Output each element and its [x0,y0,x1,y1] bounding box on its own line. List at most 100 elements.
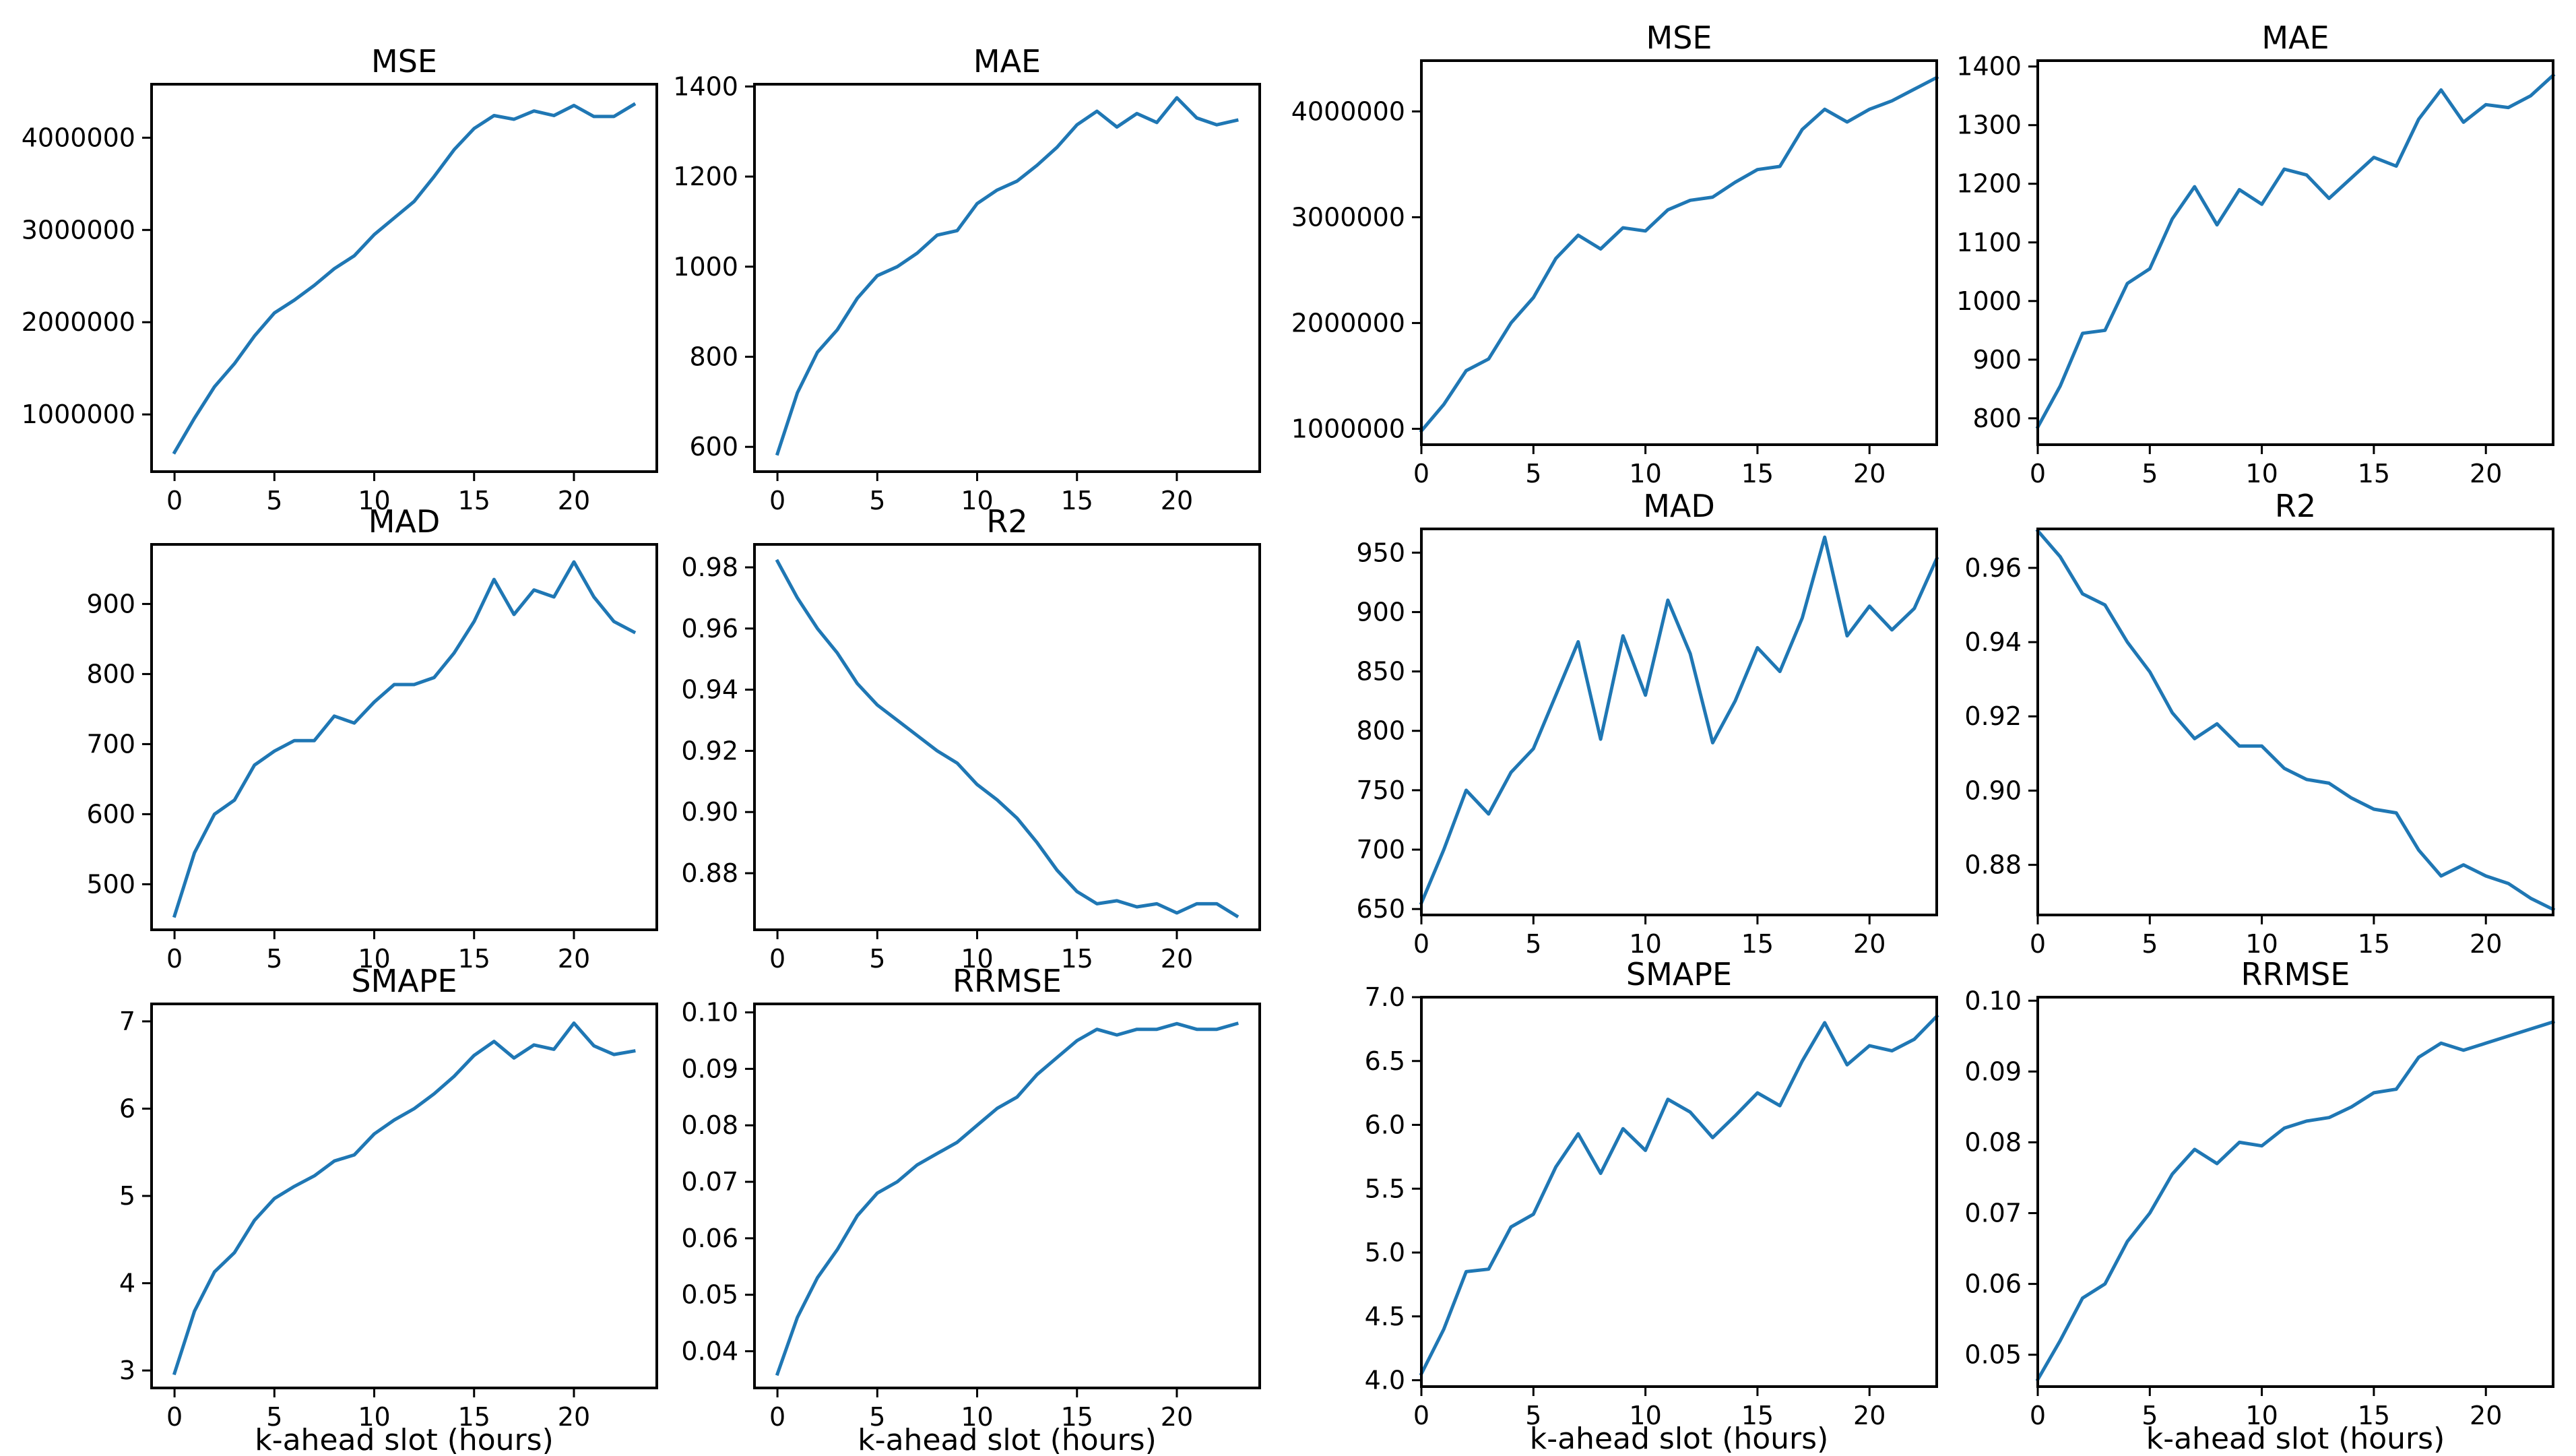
chart-title-left-mse: MSE [371,43,437,80]
y-tick-label-right-rrmse: 0.05 [1964,1340,2022,1370]
y-tick-label-right-mae: 900 [1972,345,2022,375]
x-tick-label-left-mse: 15 [458,486,490,515]
y-tick-label-left-smape: 4 [119,1269,135,1298]
y-tick-label-right-mae: 1200 [1956,169,2022,199]
series-line-right-smape [1419,1013,1939,1376]
x-tick-label-right-mae: 10 [2245,459,2278,488]
y-tick-label-left-mad: 500 [86,869,135,899]
y-tick-label-left-mse: 4000000 [22,123,135,152]
chart-panel-left-smape: 0 5 10 15 20 3 4 5 6 7 SMAPE k-ahead slot (hours) [119,963,658,1456]
y-tick-label-left-r2: 0.94 [681,675,738,705]
x-tick-label-left-mad: 5 [266,944,282,974]
x-tick-label-left-mse: 10 [358,486,390,515]
x-tick-label-right-mse: 20 [1853,459,1886,488]
chart-panel-right-mae: 0 5 10 15 20 800 900 1000 1100 1200 1300 1400 MAE [1956,20,2556,488]
y-tick-label-left-mse: 1000000 [22,400,135,429]
x-tick-label-right-r2: 20 [2470,929,2502,959]
x-tick-label-right-mae: 0 [2030,459,2046,488]
series-line-left-mae [775,96,1239,456]
chart-panel-right-r2: 0 5 10 15 20 0.88 0.90 0.92 0.94 0.96 R2 [1964,488,2556,959]
series-line-left-smape [172,1021,636,1376]
x-tick-label-right-mse: 0 [1413,459,1429,488]
x-tick-label-left-rrmse: 20 [1161,1402,1193,1432]
plot-frame-left-mae [753,83,1261,473]
x-tick-label-right-mae: 20 [2470,459,2502,488]
series-line-right-r2 [2035,528,2556,912]
series-line-left-mad [172,560,637,918]
y-tick-label-left-mse: 2000000 [22,307,135,337]
x-tick-label-left-rrmse: 15 [1061,1402,1093,1432]
x-tick-label-right-mad: 15 [1741,929,1774,959]
x-tick-label-left-mae: 10 [961,486,993,515]
y-tick-label-left-rrmse: 0.09 [681,1054,738,1083]
y-tick-label-right-mad: 750 [1356,776,1405,805]
x-tick-label-left-mae: 15 [1061,486,1093,515]
y-tick-label-left-mae: 1200 [673,162,738,191]
x-tick-label-right-mse: 15 [1741,459,1774,488]
y-tick-label-right-mae: 1300 [1956,110,2022,140]
series-line-right-mse [1419,75,1939,434]
y-tick-label-left-smape: 5 [119,1181,135,1211]
x-axis-label-left-smape: k-ahead slot (hours) [255,1423,554,1456]
y-tick-label-left-rrmse: 0.04 [681,1337,738,1366]
x-tick-label-right-smape: 20 [1853,1401,1886,1430]
y-tick-label-right-mad: 900 [1356,597,1405,627]
x-tick-label-left-smape: 20 [558,1402,590,1432]
y-tick-label-right-smape: 7.0 [1365,982,1405,1012]
x-tick-label-right-rrmse: 0 [2030,1401,2046,1430]
x-tick-label-right-mae: 5 [2142,459,2158,488]
chart-panel-right-rrmse: 0 5 10 15 20 0.05 0.06 0.07 0.08 0.09 0.10 RRMSE k-a… [1964,956,2556,1456]
x-tick-label-right-mad: 5 [1525,929,1541,959]
chart-title-left-smape: SMAPE [351,963,457,999]
plot-frame-right-mae [2036,59,2554,446]
y-tick-label-right-mad: 850 [1356,657,1405,687]
y-tick-label-left-r2: 0.88 [681,858,738,888]
series-line-left-mse [172,102,637,455]
y-tick-label-left-mad: 900 [86,589,135,619]
y-tick-label-right-smape: 6.5 [1365,1046,1405,1076]
chart-title-right-r2: R2 [2275,488,2316,524]
y-tick-label-right-mse: 1000000 [1291,414,1405,443]
x-tick-label-left-mae: 0 [769,486,785,515]
x-tick-label-right-mse: 10 [1629,459,1661,488]
plot-frame-left-mad [150,543,658,931]
x-tick-label-left-r2: 5 [869,944,885,974]
y-tick-label-right-mse: 4000000 [1291,96,1405,126]
chart-panel-left-rrmse: 0 5 10 15 20 0.04 0.05 0.06 0.07 0.08 0.09 0.10 RRMS… [681,963,1261,1456]
chart-panel-left-mae: 0 5 10 15 20 600 800 1000 1200 1400 MAE [673,43,1261,515]
y-tick-label-left-mse: 3000000 [22,215,135,245]
chart-title-left-mad: MAD [368,503,441,540]
y-tick-label-left-rrmse: 0.10 [681,998,738,1027]
chart-title-right-mae: MAE [2261,20,2329,56]
x-tick-label-left-r2: 10 [961,944,993,974]
x-tick-label-right-mad: 10 [1629,929,1661,959]
series-line-right-rrmse [2035,1019,2556,1382]
plot-frame-left-rrmse [753,1003,1261,1389]
series-line-right-mad [1419,535,1939,906]
x-tick-label-left-mse: 20 [558,486,590,515]
chart-title-left-r2: R2 [986,503,1027,540]
y-tick-label-right-r2: 0.94 [1964,627,2022,657]
x-tick-label-left-mse: 0 [166,486,183,515]
x-tick-label-right-r2: 15 [2358,929,2390,959]
y-tick-label-right-mae: 1400 [1956,52,2022,82]
y-tick-label-left-r2: 0.98 [681,552,738,582]
x-axis-label-right-smape: k-ahead slot (hours) [1530,1422,1829,1456]
x-tick-label-right-smape: 0 [1413,1401,1429,1430]
y-tick-label-right-r2: 0.90 [1964,776,2022,805]
x-tick-label-right-rrmse: 15 [2358,1401,2390,1430]
chart-title-right-smape: SMAPE [1626,956,1732,992]
plot-frame-left-smape [150,1003,658,1389]
x-tick-label-left-mae: 5 [869,486,885,515]
y-tick-label-right-mse: 3000000 [1291,202,1405,232]
series-line-left-rrmse [775,1021,1239,1376]
x-tick-label-right-mae: 15 [2358,459,2390,488]
chart-panel-right-mse: 0 5 10 15 20 1000000 2000000 3000000 4000000 MSE [1291,20,1939,488]
y-tick-label-right-smape: 5.5 [1365,1174,1405,1203]
plot-frame-right-r2 [2036,528,2554,916]
y-tick-label-left-smape: 3 [119,1356,135,1385]
x-tick-label-right-r2: 5 [2142,929,2158,959]
x-axis-label-left-rrmse: k-ahead slot (hours) [858,1423,1157,1456]
y-tick-label-right-smape: 6.0 [1365,1110,1405,1140]
